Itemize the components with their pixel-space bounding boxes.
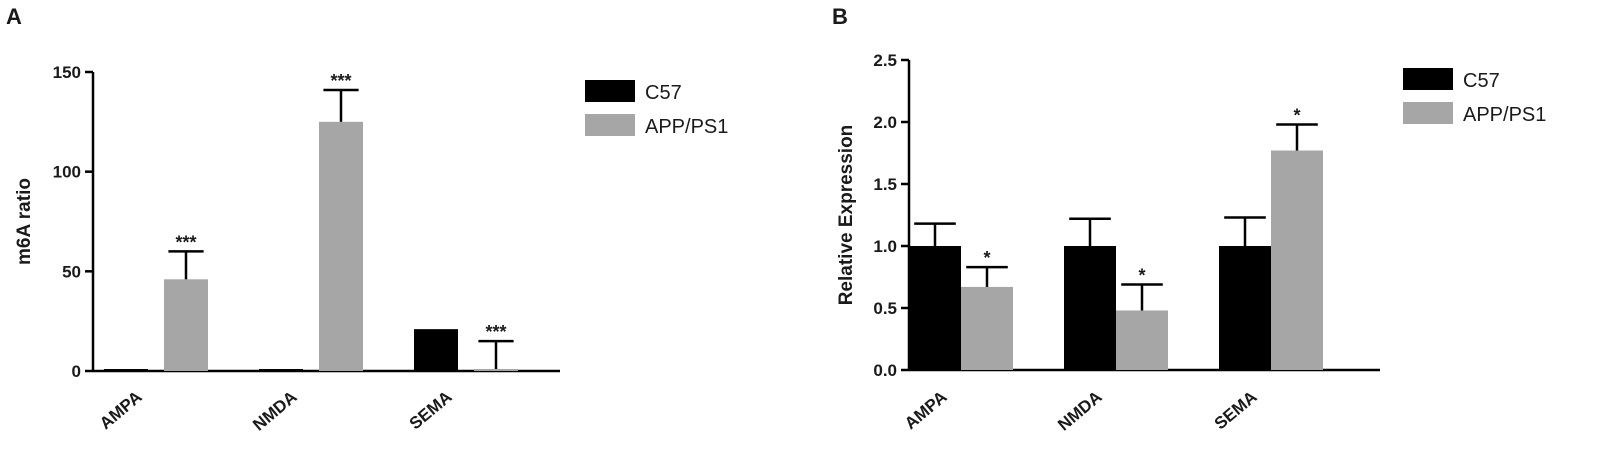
legend-swatch (585, 114, 635, 136)
y-axis-title: m6A ratio (14, 178, 35, 265)
bar-appps1-nmda (1116, 310, 1168, 370)
legend-label: C57 (1463, 70, 1500, 92)
legend-label: APP/PS1 (1463, 104, 1546, 126)
x-tick-label: AMPA (901, 387, 951, 433)
legend-label: APP/PS1 (645, 116, 728, 138)
bar-appps1-sema (474, 369, 518, 371)
x-tick-label: SEMA (1211, 387, 1261, 433)
bar-c57-ampa (104, 369, 148, 371)
significance-mark: *** (485, 322, 506, 342)
panel-label: B (832, 4, 848, 29)
bar-appps1-ampa (961, 286, 1013, 370)
y-tick-label: 0.0 (873, 361, 897, 380)
legend-swatch (1403, 102, 1453, 124)
significance-mark: * (983, 248, 990, 268)
chart-panel-a: A 0 50 100 150 m6A ratio *** AMPA *** NMDA *** SEMA… (6, 4, 728, 435)
y-tick-label: 0 (72, 362, 81, 381)
y-tick-label: 150 (53, 63, 81, 82)
legend-swatch (585, 80, 635, 102)
x-tick-label: NMDA (249, 387, 300, 434)
significance-mark: * (1138, 265, 1145, 285)
significance-mark: *** (330, 71, 351, 91)
significance-mark: * (1293, 105, 1300, 125)
y-tick-label: 100 (53, 163, 81, 182)
legend-swatch (1403, 68, 1453, 90)
y-tick-label: 1.5 (873, 175, 897, 194)
panel-label: A (6, 4, 22, 29)
chart-panel-b: B 0.0 0.5 1.0 1.5 2.0 2.5 Relative Expression * A… (832, 4, 1546, 435)
y-tick-label: 50 (62, 262, 81, 281)
bar-c57-sema (1219, 246, 1271, 370)
bar-appps1-ampa (164, 279, 208, 371)
significance-mark: *** (175, 232, 196, 252)
y-tick-label: 2.5 (873, 51, 897, 70)
x-tick-label: SEMA (406, 387, 456, 433)
bar-c57-sema (414, 329, 458, 371)
bar-c57-nmda (259, 369, 303, 371)
bar-c57-ampa (909, 246, 961, 370)
x-tick-label: AMPA (96, 387, 146, 433)
y-tick-label: 0.5 (873, 299, 897, 318)
bar-appps1-sema (1271, 150, 1323, 370)
x-tick-label: NMDA (1054, 387, 1105, 434)
bar-c57-nmda (1064, 246, 1116, 370)
bar-appps1-nmda (319, 121, 363, 371)
y-tick-label: 2.0 (873, 113, 897, 132)
legend-label: C57 (645, 82, 682, 104)
y-axis-title: Relative Expression (836, 125, 857, 306)
y-tick-label: 1.0 (873, 237, 897, 256)
